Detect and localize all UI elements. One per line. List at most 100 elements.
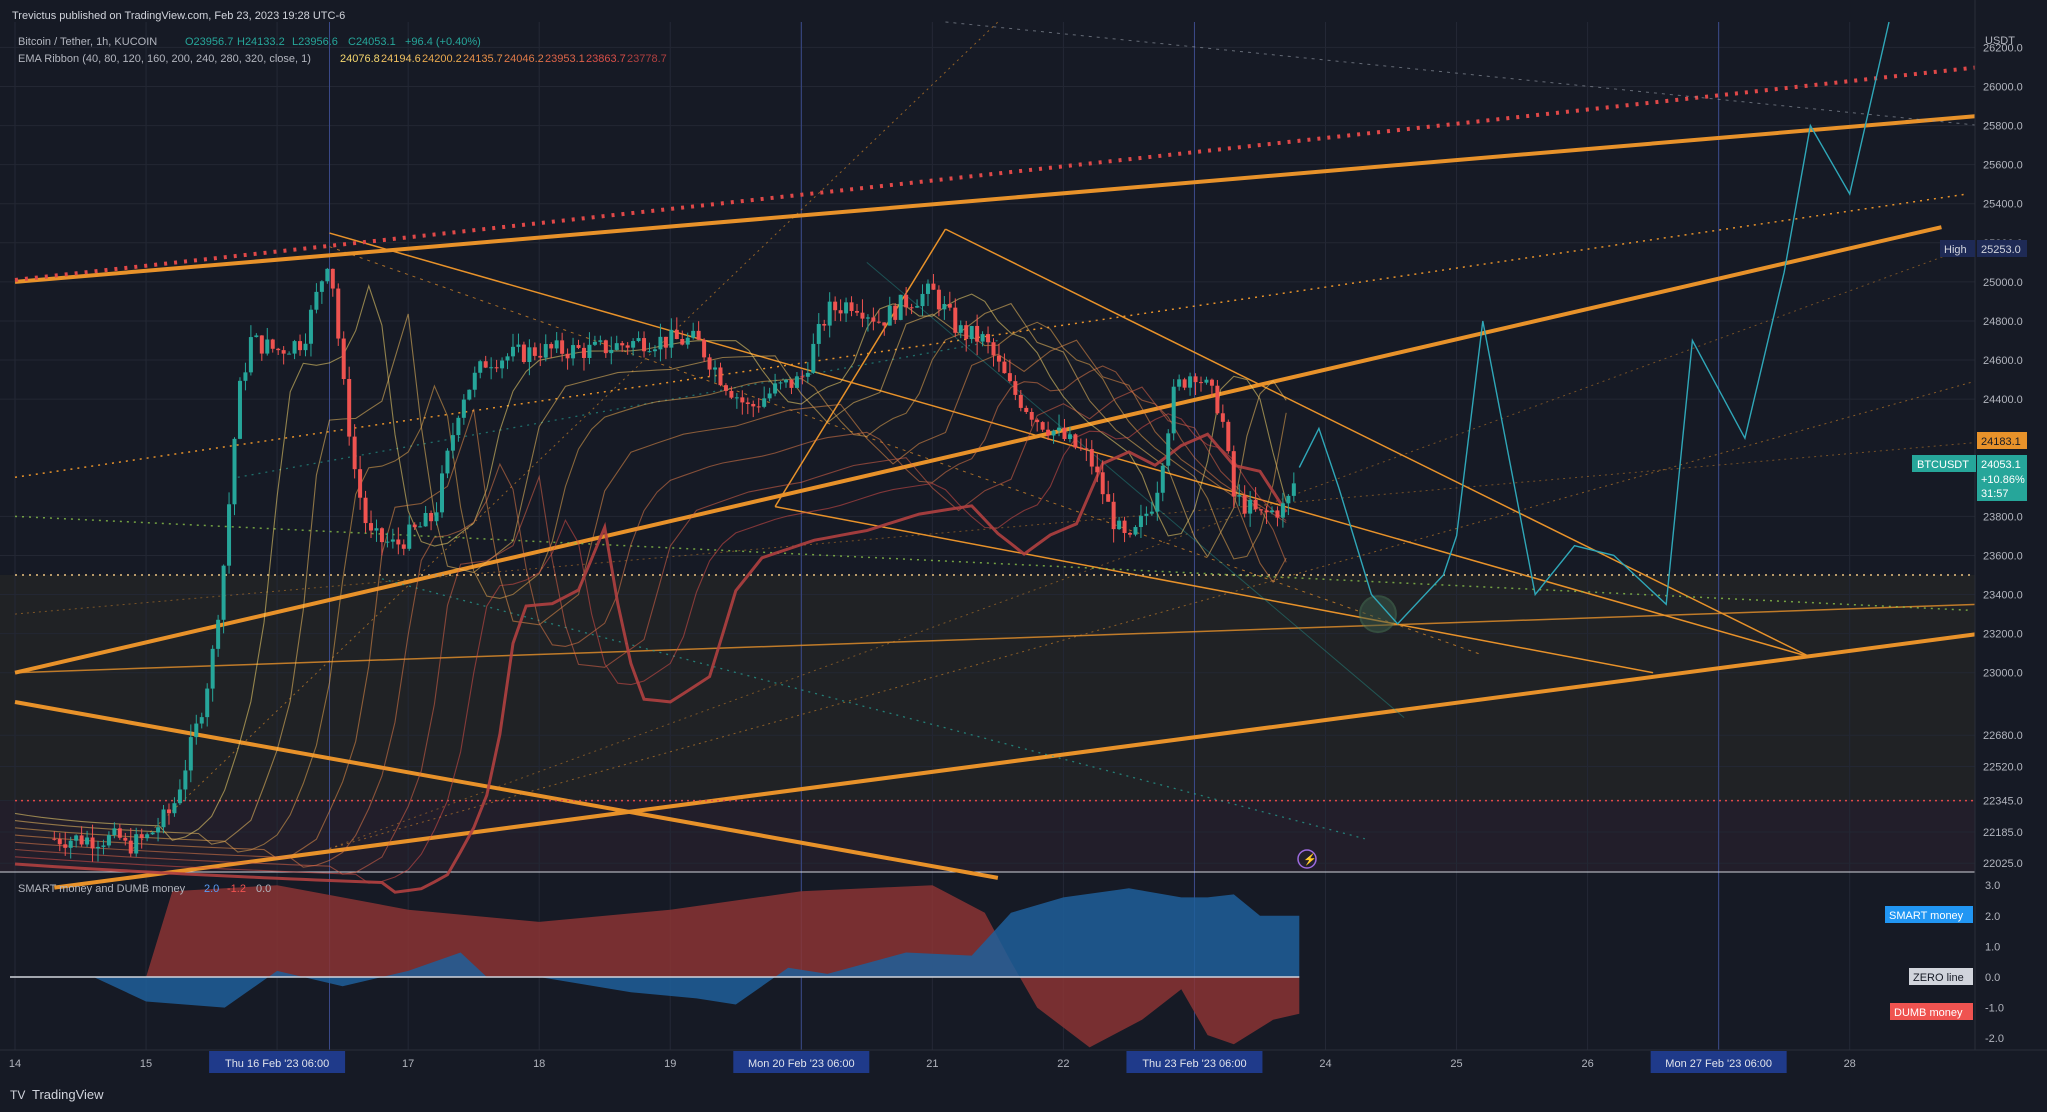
trendline-falling-wedge[interactable] [329, 232, 1811, 658]
candle-body[interactable] [303, 343, 308, 351]
candle-body[interactable] [1215, 385, 1220, 414]
candle-body[interactable] [1138, 515, 1143, 528]
candle-body[interactable] [532, 347, 537, 356]
candle-body[interactable] [647, 351, 652, 353]
candle-body[interactable] [838, 310, 843, 314]
candle-body[interactable] [1253, 499, 1258, 510]
candle-body[interactable] [440, 473, 445, 513]
candle-body[interactable] [450, 435, 455, 451]
trendline-wedge-leg[interactable] [774, 228, 947, 507]
candle-body[interactable] [63, 844, 68, 848]
candle-body[interactable] [445, 450, 450, 474]
candle-body[interactable] [330, 268, 335, 289]
trendline-descending[interactable] [14, 700, 999, 880]
trendline-teal-dotted-2[interactable] [237, 339, 998, 478]
candle-body[interactable] [936, 289, 941, 310]
candle-body[interactable] [822, 323, 827, 326]
candle-body[interactable] [915, 306, 920, 308]
candle-body[interactable] [369, 523, 374, 531]
candle-body[interactable] [90, 837, 95, 849]
candle-body[interactable] [1128, 533, 1133, 535]
candle-body[interactable] [1133, 527, 1138, 535]
candle-body[interactable] [1084, 448, 1089, 450]
candle-body[interactable] [1160, 465, 1165, 493]
candle-body[interactable] [101, 845, 106, 847]
candle-body[interactable] [844, 302, 849, 314]
lightning-icon[interactable] [1297, 849, 1317, 869]
candle-body[interactable] [674, 329, 679, 339]
candle-body[interactable] [1024, 407, 1029, 412]
candle-body[interactable] [1199, 382, 1204, 384]
candle-body[interactable] [412, 524, 417, 528]
candle-body[interactable] [1231, 451, 1236, 497]
candle-body[interactable] [975, 325, 980, 342]
candle-body[interactable] [319, 281, 324, 292]
candle-body[interactable] [920, 293, 925, 307]
candle-body[interactable] [352, 436, 357, 470]
candle-body[interactable] [467, 389, 472, 400]
candle-body[interactable] [527, 347, 532, 363]
candle-body[interactable] [210, 648, 215, 689]
candle-body[interactable] [237, 380, 242, 439]
candle-body[interactable] [816, 323, 821, 344]
trendline-grey-dashed[interactable] [945, 21, 1981, 127]
candle-body[interactable] [166, 809, 171, 814]
candle-body[interactable] [723, 385, 728, 391]
candle-body[interactable] [713, 367, 718, 370]
candle-body[interactable] [472, 372, 477, 390]
candle-body[interactable] [1248, 499, 1253, 514]
candle-body[interactable] [276, 348, 281, 351]
candle-body[interactable] [898, 294, 903, 320]
candle-body[interactable] [1166, 433, 1171, 466]
candle-body[interactable] [581, 347, 586, 358]
trendline-fan-upper[interactable] [329, 242, 1981, 850]
candle-body[interactable] [1035, 419, 1040, 423]
candle-body[interactable] [128, 840, 133, 854]
candle-body[interactable] [1078, 447, 1083, 449]
candle-body[interactable] [161, 809, 166, 828]
candle-body[interactable] [68, 840, 73, 848]
candle-body[interactable] [1062, 427, 1067, 439]
candle-body[interactable] [194, 723, 199, 738]
candle-body[interactable] [1237, 495, 1242, 497]
candle-body[interactable] [341, 338, 346, 379]
candle-body[interactable] [1067, 434, 1072, 439]
candle-body[interactable] [909, 307, 914, 309]
candle-body[interactable] [407, 524, 412, 549]
candle-body[interactable] [79, 835, 84, 845]
candle-body[interactable] [773, 383, 778, 394]
candle-body[interactable] [942, 304, 947, 310]
candle-body[interactable] [1204, 379, 1209, 383]
candle-body[interactable] [953, 307, 958, 333]
candle-body[interactable] [1018, 394, 1023, 408]
candle-body[interactable] [374, 528, 379, 531]
candle-body[interactable] [789, 379, 794, 388]
trendline-fan-mid[interactable] [329, 379, 1981, 850]
candle-body[interactable] [216, 619, 221, 649]
candle-body[interactable] [991, 342, 996, 356]
candle-body[interactable] [778, 382, 783, 384]
candle-body[interactable] [150, 832, 155, 835]
candle-body[interactable] [1117, 520, 1122, 530]
candle-body[interactable] [576, 345, 581, 348]
candle-body[interactable] [188, 737, 193, 771]
candle-body[interactable] [603, 340, 608, 354]
candle-body[interactable] [243, 372, 248, 381]
candle-body[interactable] [762, 398, 767, 407]
candle-body[interactable] [658, 336, 663, 350]
candle-body[interactable] [784, 379, 789, 383]
candle-body[interactable] [620, 343, 625, 346]
candle-body[interactable] [254, 335, 259, 338]
candle-body[interactable] [325, 268, 330, 282]
candle-body[interactable] [314, 291, 319, 310]
candle-body[interactable] [489, 367, 494, 369]
candle-body[interactable] [418, 526, 423, 528]
trendline-wedge-top[interactable] [945, 228, 1811, 658]
candle-body[interactable] [1149, 511, 1154, 514]
candle-body[interactable] [751, 403, 756, 407]
candle-body[interactable] [631, 341, 636, 348]
candle-body[interactable] [1259, 509, 1264, 511]
candle-body[interactable] [85, 837, 90, 845]
candle-body[interactable] [52, 838, 57, 840]
candle-body[interactable] [614, 343, 619, 350]
